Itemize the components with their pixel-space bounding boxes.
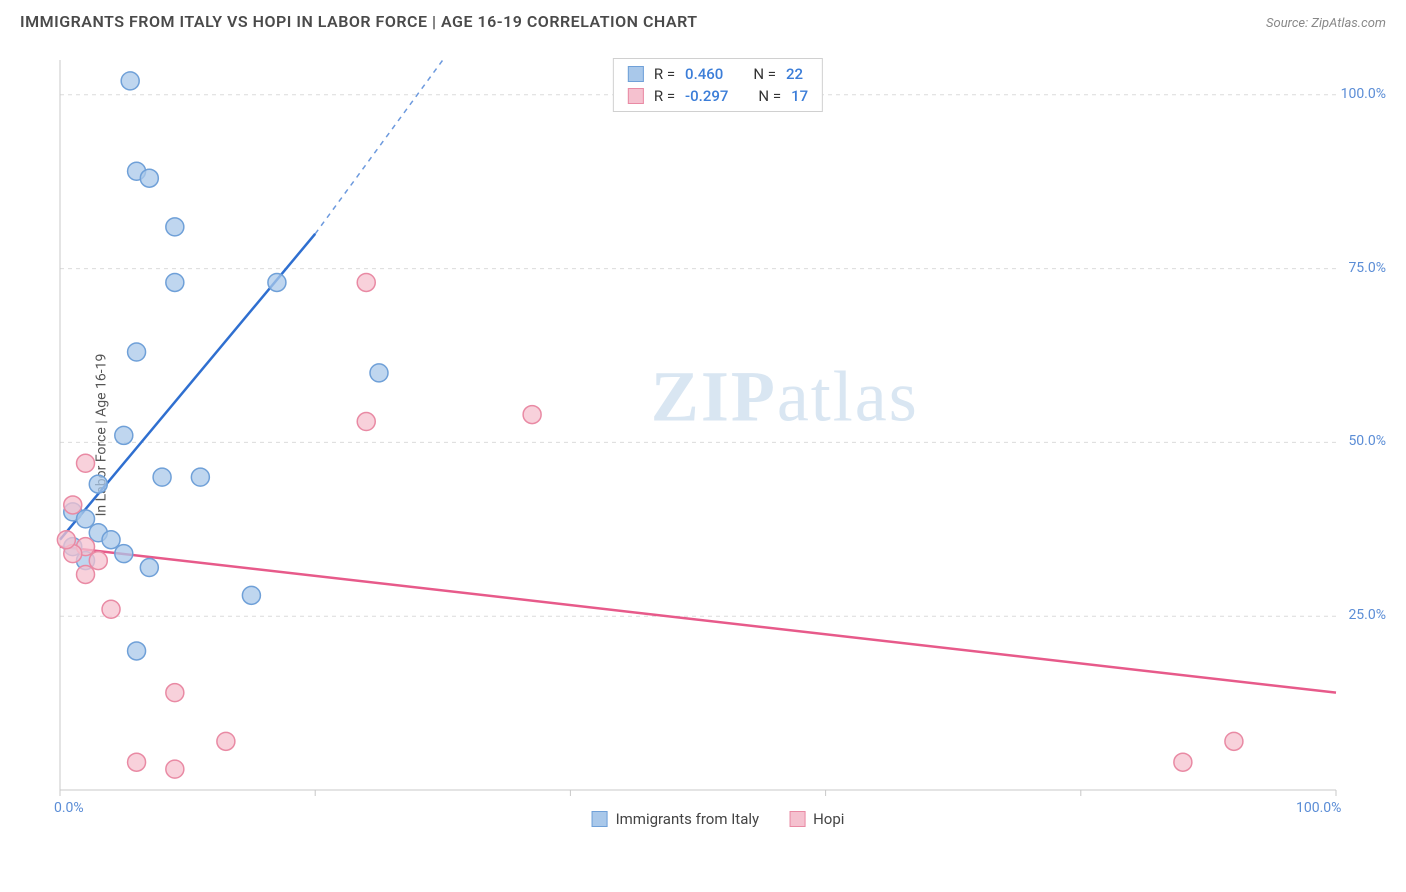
swatch-italy-bottom [592,811,608,827]
chart-area: In Labor Force | Age 16-19 ZIPatlas R = … [50,50,1386,820]
r-label: R = [654,87,675,105]
chart-header: IMMIGRANTS FROM ITALY VS HOPI IN LABOR F… [0,0,1406,39]
n-label: N = [753,65,776,83]
y-tick-label: 75.0% [1348,260,1386,276]
x-tick-label: 100.0% [1296,800,1341,816]
swatch-italy [628,66,644,82]
legend-row-italy: R = 0.460 N = 22 [628,65,808,83]
swatch-hopi [628,88,644,104]
legend-label-italy: Immigrants from Italy [616,810,760,828]
r-value-italy: 0.460 [685,65,723,83]
y-tick-label: 50.0% [1348,433,1386,449]
legend-label-hopi: Hopi [813,810,844,828]
scatter-plot [50,50,1386,820]
legend-item-hopi: Hopi [789,810,844,828]
r-value-hopi: -0.297 [685,87,728,105]
n-value-hopi: 17 [791,87,808,105]
correlation-legend: R = 0.460 N = 22 R = -0.297 N = 17 [613,58,823,112]
x-tick-label: 0.0% [54,800,84,816]
series-legend: Immigrants from Italy Hopi [592,810,845,828]
n-label: N = [758,87,781,105]
chart-source: Source: ZipAtlas.com [1266,16,1386,31]
y-tick-label: 25.0% [1348,607,1386,623]
legend-row-hopi: R = -0.297 N = 17 [628,87,808,105]
y-tick-label: 100.0% [1341,86,1386,102]
legend-item-italy: Immigrants from Italy [592,810,760,828]
r-label: R = [654,65,675,83]
swatch-hopi-bottom [789,811,805,827]
n-value-italy: 22 [786,65,803,83]
chart-title: IMMIGRANTS FROM ITALY VS HOPI IN LABOR F… [20,12,698,31]
